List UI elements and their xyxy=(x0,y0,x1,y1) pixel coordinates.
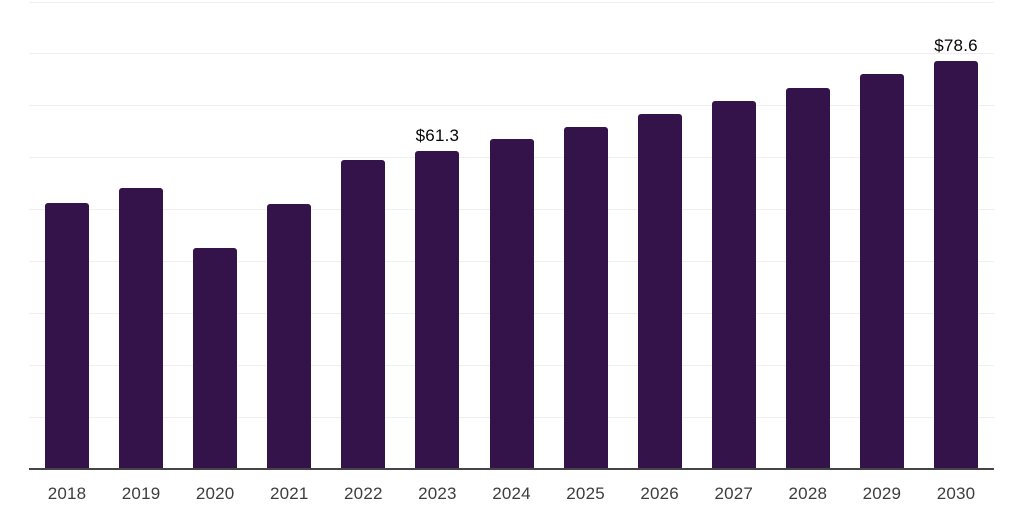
bar-2030 xyxy=(934,60,978,469)
gridline-90 xyxy=(29,1,994,3)
bar-2028 xyxy=(785,88,830,469)
bar-2018 xyxy=(45,203,89,469)
data-label-2023: $61.3 xyxy=(415,125,460,145)
gridline-80 xyxy=(29,53,994,55)
x-axis-label-2029: 2029 xyxy=(862,484,902,503)
x-axis-line xyxy=(29,468,994,470)
bar-2020 xyxy=(193,247,238,469)
x-axis-label-2024: 2024 xyxy=(492,484,531,503)
bar-2026 xyxy=(637,114,682,469)
x-axis-label-2023: 2023 xyxy=(418,484,457,503)
x-axis-label-2019: 2019 xyxy=(121,484,161,503)
bar-2021 xyxy=(267,204,312,469)
x-axis-label-2028: 2028 xyxy=(788,484,828,503)
data-label-2030: $78.6 xyxy=(934,35,978,55)
x-axis-label-2021: 2021 xyxy=(269,484,309,503)
bar-2023 xyxy=(415,150,460,469)
x-axis-label-2026: 2026 xyxy=(640,484,679,503)
x-axis-label-2027: 2027 xyxy=(714,484,754,503)
x-axis-label-2018: 2018 xyxy=(47,484,87,503)
bar-2024 xyxy=(489,138,534,469)
bar-2025 xyxy=(563,126,608,469)
gridline-70 xyxy=(29,105,994,107)
bar-2027 xyxy=(711,101,756,469)
x-axis-label-2022: 2022 xyxy=(344,484,383,503)
bar-2022 xyxy=(341,160,386,469)
bar-2029 xyxy=(859,74,904,469)
x-axis-label-2025: 2025 xyxy=(566,484,605,503)
x-axis-label-2030: 2030 xyxy=(936,484,976,503)
bar-2019 xyxy=(119,187,164,469)
x-axis-label-2020: 2020 xyxy=(195,484,235,503)
